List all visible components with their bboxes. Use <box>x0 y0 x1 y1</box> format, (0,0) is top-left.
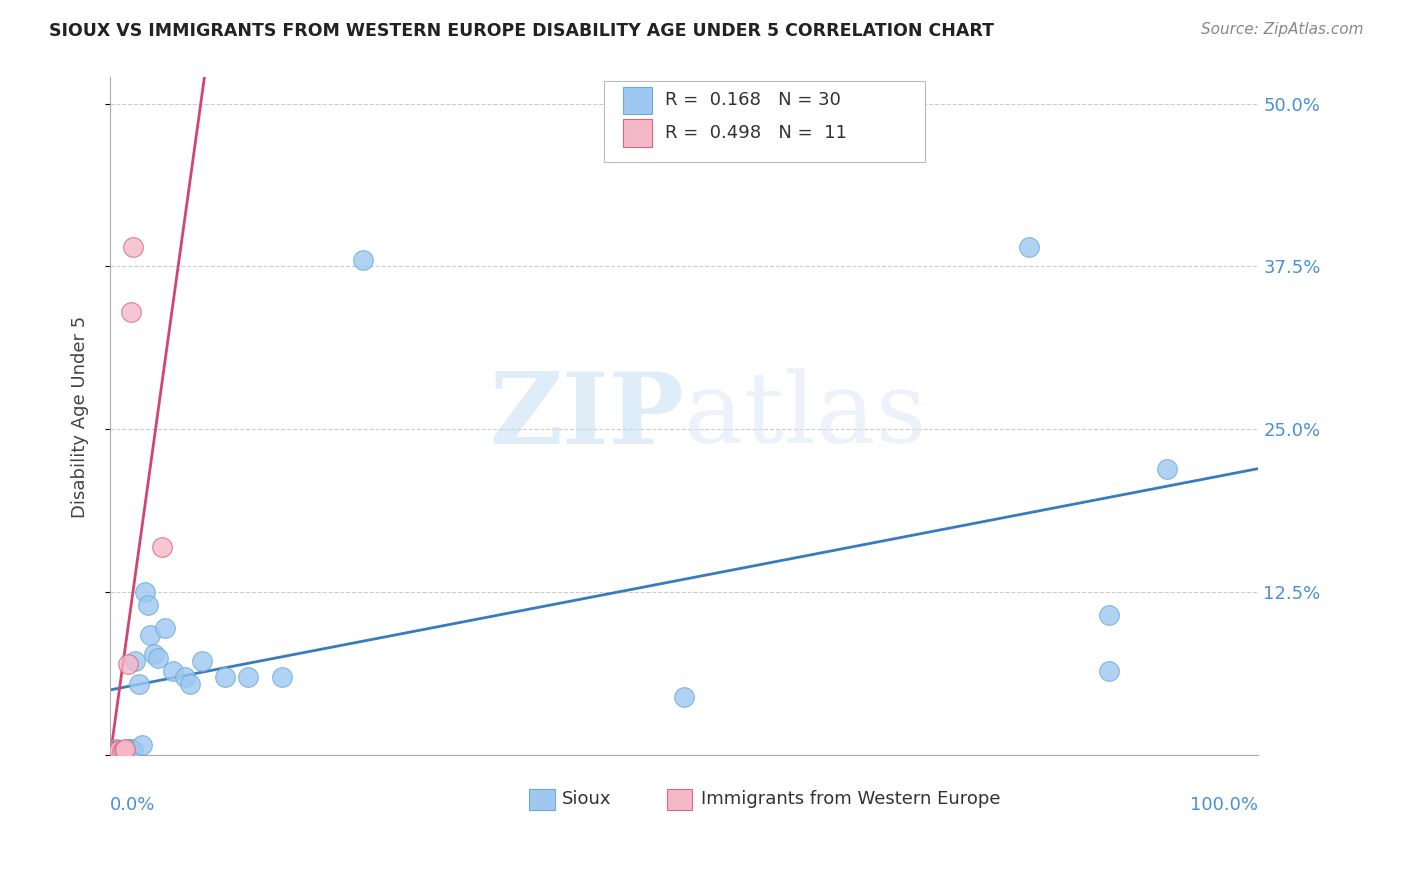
Point <box>1156 461 1178 475</box>
Text: 100.0%: 100.0% <box>1191 796 1258 814</box>
Point <box>162 664 184 678</box>
Point <box>139 628 162 642</box>
Text: Immigrants from Western Europe: Immigrants from Western Europe <box>702 790 1001 808</box>
Point <box>120 305 142 319</box>
Point <box>128 676 150 690</box>
Point <box>271 670 294 684</box>
Point <box>173 670 195 684</box>
Point <box>110 744 132 758</box>
Point <box>1098 664 1121 678</box>
Y-axis label: Disability Age Under 5: Disability Age Under 5 <box>72 315 89 517</box>
Point <box>148 650 170 665</box>
Text: 0.0%: 0.0% <box>110 796 156 814</box>
Text: R =  0.498   N =  11: R = 0.498 N = 11 <box>665 124 846 142</box>
Point <box>117 741 139 756</box>
Point <box>118 741 141 756</box>
Point <box>214 670 236 684</box>
Point <box>131 738 153 752</box>
FancyBboxPatch shape <box>623 87 652 114</box>
Point <box>114 741 136 756</box>
Point <box>122 240 145 254</box>
Text: Source: ZipAtlas.com: Source: ZipAtlas.com <box>1201 22 1364 37</box>
Point <box>104 741 127 756</box>
Text: ZIP: ZIP <box>489 368 685 465</box>
Point <box>112 743 135 757</box>
Point <box>122 743 145 757</box>
Point <box>673 690 696 704</box>
Text: Sioux: Sioux <box>561 790 610 808</box>
Text: R =  0.168   N = 30: R = 0.168 N = 30 <box>665 92 841 110</box>
Point <box>134 585 156 599</box>
Point <box>136 599 159 613</box>
Point <box>110 744 132 758</box>
Point <box>108 743 131 757</box>
Point <box>120 741 142 756</box>
Point <box>191 655 214 669</box>
Point <box>236 670 259 684</box>
Point <box>153 621 176 635</box>
Point <box>179 676 201 690</box>
Text: SIOUX VS IMMIGRANTS FROM WESTERN EUROPE DISABILITY AGE UNDER 5 CORRELATION CHART: SIOUX VS IMMIGRANTS FROM WESTERN EUROPE … <box>49 22 994 40</box>
Point <box>112 743 135 757</box>
Point <box>107 744 129 758</box>
Point <box>108 743 131 757</box>
FancyBboxPatch shape <box>666 789 692 810</box>
Point <box>103 744 125 758</box>
Point <box>124 655 146 669</box>
Point <box>142 647 165 661</box>
Point <box>1098 607 1121 622</box>
FancyBboxPatch shape <box>605 81 925 162</box>
FancyBboxPatch shape <box>623 120 652 146</box>
Point <box>117 657 139 671</box>
Point <box>150 540 173 554</box>
Text: atlas: atlas <box>685 368 927 465</box>
Point <box>104 744 127 758</box>
Point <box>352 252 374 267</box>
FancyBboxPatch shape <box>529 789 554 810</box>
Point <box>1018 240 1040 254</box>
